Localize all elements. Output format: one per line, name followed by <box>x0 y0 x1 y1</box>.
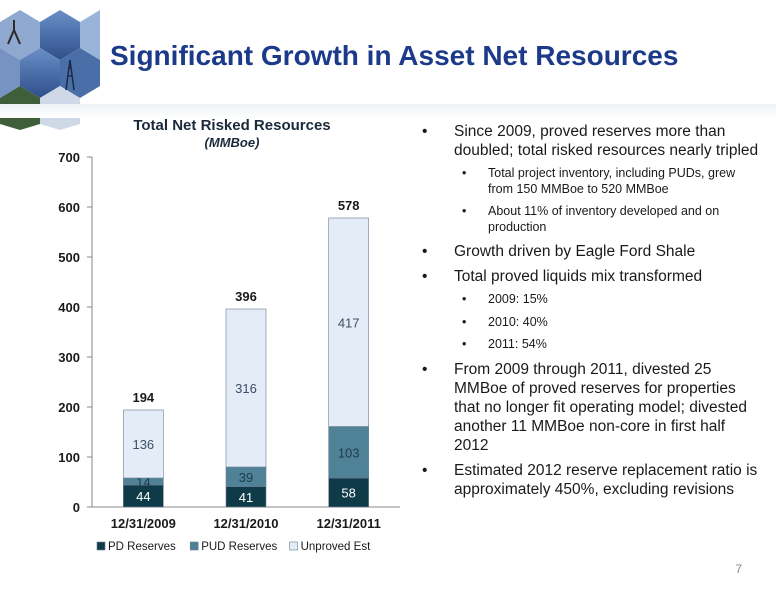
slide-title: Significant Growth in Asset Net Resource… <box>110 40 679 71</box>
bar-segment-unproved-est <box>225 308 267 468</box>
title-underline <box>0 104 776 118</box>
sub-bullet-item: Total project inventory, including PUDs,… <box>422 166 762 197</box>
bar-value-label: 44 <box>136 489 150 504</box>
y-tick-label: 100 <box>58 450 80 465</box>
bar-value-label: 417 <box>338 315 360 330</box>
chart-title: Total Net Risked Resources <box>133 117 330 134</box>
header-image-collage <box>0 0 100 130</box>
bar-value-label: 39 <box>239 470 253 485</box>
legend-swatch <box>189 541 199 551</box>
bar-total-label: 194 <box>132 390 154 405</box>
bullet-item: Since 2009, proved reserves more than do… <box>422 122 762 160</box>
bar-segment-pud-reserves <box>328 426 369 479</box>
x-tick-label: 12/31/2011 <box>316 516 380 531</box>
page-number: 7 <box>735 562 742 576</box>
bar-value-label: 41 <box>239 490 253 505</box>
y-tick-label: 400 <box>58 300 80 315</box>
y-tick-label: 600 <box>58 200 80 215</box>
legend-swatch <box>96 541 106 551</box>
bullet-item: Total proved liquids mix transformed <box>422 267 762 286</box>
bullet-list: Since 2009, proved reserves more than do… <box>422 122 762 505</box>
legend-label: PUD Reserves <box>201 541 277 553</box>
bullet-item: Growth driven by Eagle Ford Shale <box>422 242 762 261</box>
bar-total-label: 396 <box>235 289 257 304</box>
bar-total-label: 578 <box>338 198 360 213</box>
bar-segment-unproved-est <box>328 217 369 427</box>
chart-subtitle: (MMBoe) <box>205 135 260 150</box>
sub-bullet-item: 2011: 54% <box>422 337 762 353</box>
sub-bullet-item: 2009: 15% <box>422 292 762 308</box>
bullet-item: From 2009 through 2011, divested 25 MMBo… <box>422 360 762 455</box>
stacked-bar-chart: Total Net Risked Resources(MMBoe) 0 100 200… <box>58 117 400 553</box>
x-tick-label: 12/31/2009 <box>111 516 176 531</box>
bar-value-label: 58 <box>341 486 355 501</box>
x-tick-label: 12/31/2010 <box>213 516 278 531</box>
y-tick-label: 300 <box>58 350 80 365</box>
legend-label: PD Reserves <box>108 541 176 553</box>
bullet-item: Estimated 2012 reserve replacement ratio… <box>422 461 762 499</box>
bar-value-label: 316 <box>235 381 257 396</box>
bar-segment-unproved-est <box>123 409 164 479</box>
legend-label: Unproved Est <box>301 541 371 553</box>
y-tick-label: 700 <box>58 150 80 165</box>
bar-value-label: 103 <box>338 445 360 460</box>
legend-swatch <box>289 541 298 551</box>
y-tick-label: 500 <box>58 250 80 265</box>
sub-bullet-item: 2010: 40% <box>422 315 762 331</box>
bar-value-label: 136 <box>132 437 154 452</box>
y-tick-label: 0 <box>73 500 80 515</box>
sub-bullet-item: About 11% of inventory developed and on … <box>422 204 762 235</box>
y-tick-label: 200 <box>58 400 80 415</box>
